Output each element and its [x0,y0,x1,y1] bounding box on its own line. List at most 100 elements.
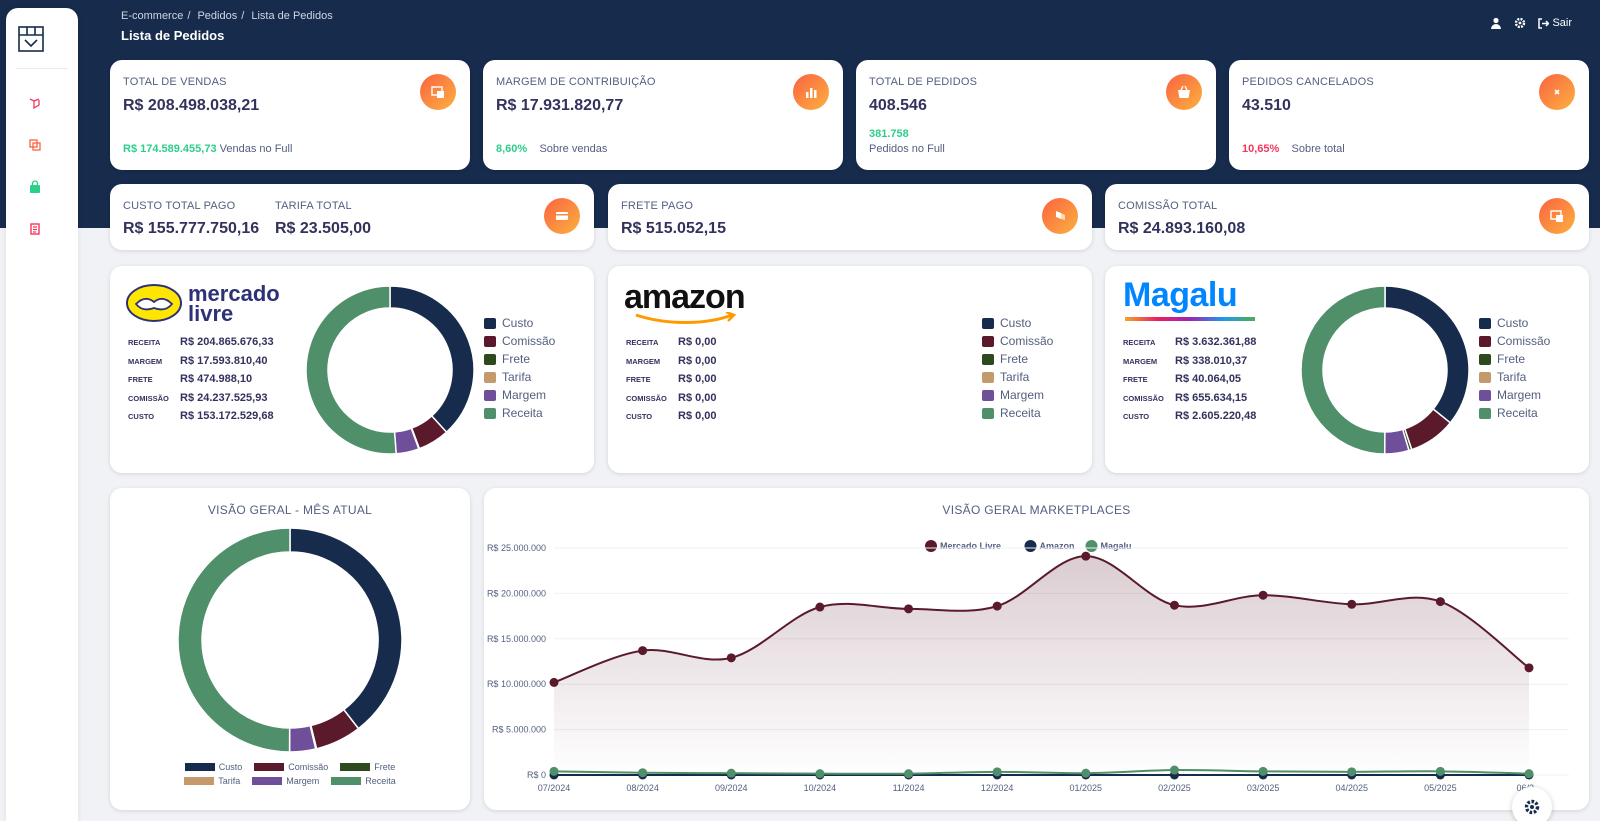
legend-label: Receita [365,776,396,786]
legend-item[interactable]: Tarifa [1479,368,1550,386]
y-tick-label: R$ 10.000.000 [487,679,546,689]
pedidos-cancelados-card: PEDIDOS CANCELADOS 43.510 10,65% Sobre t… [1229,60,1589,170]
app-logo-icon[interactable] [18,26,44,52]
legend-swatch [982,407,994,419]
stat-value-tarifa: R$ 23.505,00 [275,220,372,237]
gear-icon[interactable] [1514,17,1526,29]
user-icon[interactable] [1490,17,1502,29]
data-point-mercado-livre[interactable] [1347,599,1357,609]
row-label: RECEITA [626,338,659,347]
legend-item[interactable]: Custo [184,762,242,772]
stat-label: FRETE PAGO [621,200,694,212]
row-value: R$ 2.605.220,48 [1175,410,1257,422]
legend-swatch [982,371,994,383]
data-point-magalu[interactable] [1435,766,1445,776]
marketplace-row: FRETE R$ 0,00 [626,373,717,385]
x-tick-label: 01/2025 [1070,783,1103,793]
data-point-mercado-livre[interactable] [1081,551,1091,561]
slice-margem[interactable] [288,724,317,753]
documents-icon[interactable] [28,222,42,236]
legend-item[interactable]: Receita [982,404,1053,422]
legend-item[interactable]: Receita [1479,404,1550,422]
legend-item[interactable]: Frete [484,350,555,368]
stat-label: MARGEM DE CONTRIBUIÇÃO [496,76,656,88]
legend-swatch [1479,407,1491,419]
slice-receita[interactable] [305,285,397,455]
legend-item[interactable]: Frete [982,350,1053,368]
data-point-mercado-livre[interactable] [992,601,1002,611]
legend-item[interactable]: Frete [1479,350,1550,368]
legend-swatch [982,389,994,401]
marketplaces-line-chart: Mercado Livre Amazon Magalu R$ 0 R$ 5.000.00… [487,540,1569,793]
data-point-magalu[interactable] [1169,765,1179,775]
amazon-legend: Custo Comissão Frete Tarifa Margem Receita [982,314,1053,422]
margem-card: MARGEM DE CONTRIBUIÇÃO R$ 17.931.820,77 … [483,60,843,170]
legend-item[interactable]: Custo [982,314,1053,332]
marketplace-row: CUSTO R$ 2.605.220,48 [1123,410,1256,422]
marketplace-row: CUSTO R$ 153.172.529,68 [128,410,274,422]
legend-item[interactable]: Mercado Livre [925,540,1001,552]
data-point-magalu[interactable] [1524,769,1534,779]
data-point-mercado-livre[interactable] [1524,663,1534,673]
breadcrumb-pedidos[interactable]: Pedidos [197,10,238,22]
x-tick-label: 05/2025 [1424,783,1457,793]
data-point-magalu[interactable] [638,768,648,778]
stat-label: TOTAL DE VENDAS [123,76,227,88]
legend-item[interactable]: Margem [484,386,555,404]
data-point-magalu[interactable] [992,767,1002,777]
legend-item[interactable]: Margem [1479,386,1550,404]
data-point-magalu[interactable] [815,769,825,779]
data-point-mercado-livre[interactable] [1258,590,1268,600]
legend-swatch [484,371,496,383]
data-point-magalu[interactable] [904,769,914,779]
marketplace-row: FRETE R$ 474.988,10 [128,373,252,385]
marketplace-row: MARGEM R$ 17.593.810,40 [128,355,267,367]
data-point-magalu[interactable] [1258,766,1268,776]
magalu-rainbow-bar [1125,317,1255,321]
legend-swatch [484,317,496,329]
data-point-mercado-livre[interactable] [726,653,736,663]
legend-item[interactable]: Margem [982,386,1053,404]
settings-fab[interactable] [1512,787,1552,821]
legend-item[interactable]: Frete [340,762,395,772]
slice-receita[interactable] [1300,285,1386,455]
breadcrumb-ecommerce[interactable]: E-commerce [121,10,184,22]
legend-item[interactable]: Receita [331,776,396,786]
row-value: R$ 0,00 [678,354,717,367]
legend-item[interactable]: Custo [1479,314,1550,332]
data-point-mercado-livre[interactable] [638,646,648,656]
data-point-mercado-livre[interactable] [1435,597,1445,607]
logout-button[interactable]: Sair [1538,17,1572,29]
data-point-mercado-livre[interactable] [1169,600,1179,610]
data-point-magalu[interactable] [726,768,736,778]
copy-icon[interactable] [28,138,42,152]
legend-item[interactable]: Tarifa [484,368,555,386]
slice-custo[interactable] [1384,285,1470,424]
legend-item[interactable]: Tarifa [982,368,1053,386]
legend-item[interactable]: Comissão [484,332,555,350]
legend-item[interactable]: Magalu [1085,540,1132,552]
slice-receita[interactable] [177,527,291,753]
data-point-mercado-livre[interactable] [904,604,914,614]
data-point-magalu[interactable] [1347,767,1357,777]
shopping-bag-icon[interactable] [28,180,42,194]
legend-item[interactable]: Custo [484,314,555,332]
data-point-magalu[interactable] [1081,768,1091,778]
area-fill-mercado-livre [554,556,1529,775]
legend-swatch [254,763,285,771]
legend-item[interactable]: Comissão [982,332,1053,350]
legend-item[interactable]: Comissão [1479,332,1550,350]
slice-custo[interactable] [289,527,403,730]
data-point-mercado-livre[interactable] [549,677,559,687]
data-point-mercado-livre[interactable] [815,602,825,612]
legend-item[interactable]: Comissão [254,762,328,772]
legend-item[interactable]: Amazon [1024,540,1075,552]
slice-custo[interactable] [389,285,475,434]
legend-item[interactable]: Tarifa [184,776,240,786]
row-label: MARGEM [626,356,661,366]
laravel-icon[interactable] [28,96,42,110]
legend-item[interactable]: Margem [252,776,319,786]
row-value: R$ 655.634,15 [1175,391,1248,404]
legend-item[interactable]: Receita [484,404,555,422]
data-point-magalu[interactable] [549,766,559,776]
